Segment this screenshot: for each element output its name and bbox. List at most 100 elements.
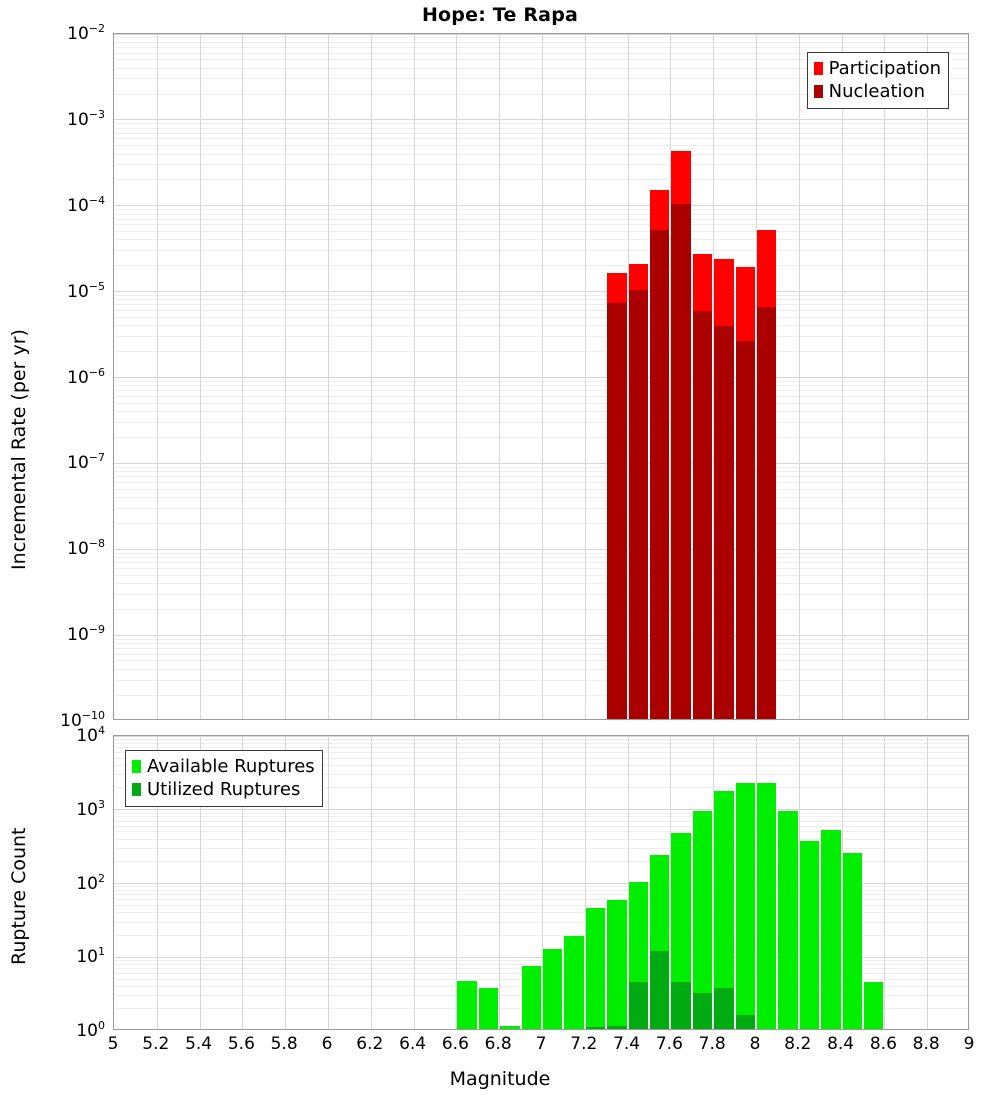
x-tick-label: 5.4 (185, 1034, 213, 1054)
gridline-minor (114, 488, 968, 490)
top-panel-incremental-rate: Participation Nucleation (113, 33, 969, 720)
gridline-minor (114, 380, 968, 382)
bar-nucleation (628, 290, 648, 719)
bar-available-ruptures (714, 790, 734, 1029)
bar-utilized-ruptures (714, 987, 734, 1029)
x-tick-label: 8.4 (827, 1034, 855, 1054)
y-tick-label: 10−7 (67, 451, 105, 474)
gridline-minor (114, 250, 968, 252)
gridline-minor (114, 325, 968, 327)
gridline-minor (114, 437, 968, 439)
gridline-minor (114, 738, 968, 740)
gridline-minor (114, 231, 968, 233)
x-tick-label: 6 (321, 1034, 333, 1054)
legend-swatch-participation (813, 62, 823, 75)
gridline-vertical (670, 34, 672, 719)
gridline-minor (114, 239, 968, 241)
gridline-minor (114, 995, 968, 997)
gridline-minor (114, 668, 968, 670)
bar-utilized-ruptures (628, 982, 648, 1029)
gridline-minor (114, 973, 968, 975)
gridline-minor (114, 860, 968, 862)
bar-available-ruptures (735, 782, 755, 1029)
gridline-vertical (242, 34, 244, 719)
bar-available-ruptures (564, 936, 584, 1029)
gridline-vertical (713, 736, 715, 1029)
gridline-major (114, 548, 968, 550)
x-tick-label: 6.2 (356, 1034, 384, 1054)
gridline-minor (114, 825, 968, 827)
gridline-vertical (456, 34, 458, 719)
x-tick-label: 8.2 (784, 1034, 812, 1054)
gridline-minor (114, 660, 968, 662)
gridline-vertical (584, 34, 586, 719)
bar-available-ruptures (799, 841, 820, 1029)
gridline-minor (114, 653, 968, 655)
top-panel-y-tick-labels: 10−10 10−9 10−8 10−7 10−6 10−5 10−4 10−3 10−2 (0, 22, 105, 731)
x-tick-label: 7.8 (698, 1034, 726, 1054)
gridline-major (114, 377, 968, 378)
legend-bottom: Available Ruptures Utilized Ruptures (125, 750, 323, 807)
gridline-minor (114, 582, 968, 584)
gridline-minor (114, 557, 968, 559)
legend-item-nucleation: Nucleation (813, 80, 941, 103)
gridline-minor (114, 507, 968, 509)
bar-nucleation (650, 229, 670, 719)
gridline-vertical (370, 736, 372, 1029)
bar-available-ruptures (521, 965, 541, 1029)
gridline-minor (114, 912, 968, 914)
gridline-minor (114, 642, 968, 644)
y-tick-label: 102 (76, 871, 105, 894)
gridline-vertical (542, 736, 543, 1029)
gridline-minor (114, 421, 968, 423)
x-tick-label: 7.6 (655, 1034, 683, 1054)
x-tick-label: 8 (749, 1034, 761, 1054)
x-tick-label: 9 (963, 1034, 975, 1054)
gridline-vertical (670, 736, 672, 1029)
gridline-minor (114, 608, 968, 610)
gridline-minor (114, 93, 968, 95)
gridline-minor (114, 679, 968, 681)
gridline-minor (114, 265, 968, 267)
gridline-minor (114, 41, 968, 43)
gridline-minor (114, 179, 968, 181)
x-tick-label: 7 (535, 1034, 547, 1054)
gridline-minor (114, 385, 968, 387)
gridline-minor (114, 127, 968, 129)
bar-utilized-ruptures (671, 981, 691, 1029)
gridline-minor (114, 476, 968, 478)
gridline-vertical (413, 34, 415, 719)
gridline-minor (114, 522, 968, 524)
bar-available-ruptures (478, 987, 499, 1029)
gridline-minor (114, 838, 968, 840)
top-panel-bars (114, 34, 968, 719)
gridline-minor (114, 820, 968, 822)
gridline-vertical (627, 736, 629, 1029)
y-tick-label: 10−6 (67, 365, 105, 388)
y-tick-label: 104 (76, 724, 105, 746)
bar-nucleation (714, 325, 734, 719)
gridline-major (114, 956, 968, 958)
gridline-vertical (499, 736, 501, 1029)
bar-available-ruptures (757, 783, 777, 1029)
y-tick-label: 10−10 (60, 709, 105, 731)
gridline-minor (114, 847, 968, 849)
gridline-major (114, 462, 968, 464)
bar-nucleation (607, 302, 627, 719)
gridline-minor (114, 138, 968, 140)
bar-available-ruptures (543, 949, 563, 1029)
gridline-vertical (328, 736, 329, 1029)
gridline-minor (114, 52, 968, 54)
legend-label-utilized-ruptures: Utilized Ruptures (147, 778, 301, 800)
x-axis-tick-labels: 5 5.2 5.4 5.6 5.8 6 6.2 6.4 6.6 6.8 7 7.2 7.4 7.6 7.8 8… (0, 1034, 1000, 1064)
gridline-minor (114, 934, 968, 936)
bar-available-ruptures (585, 907, 606, 1029)
bottom-panel-rupture-count: Available Ruptures Utilized Ruptures (113, 735, 969, 1030)
gridline-minor (114, 764, 968, 766)
bar-nucleation (692, 311, 713, 719)
gridline-vertical (713, 34, 715, 719)
gridline-minor (114, 224, 968, 226)
legend-swatch-nucleation (813, 85, 823, 98)
gridline-minor (114, 562, 968, 564)
y-tick-label: 100 (76, 1019, 105, 1041)
